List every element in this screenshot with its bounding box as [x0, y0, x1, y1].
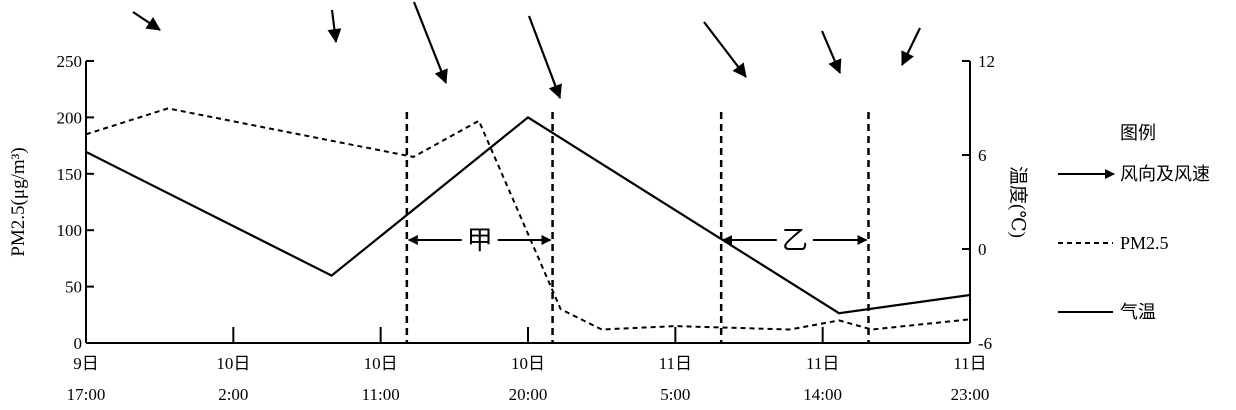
x-tick-date: 11日 [806, 354, 839, 373]
y-right-tick-label: -6 [978, 334, 992, 353]
wind-arrow [132, 11, 161, 31]
legend: 图例 风向及风速 PM2.5 气温 [1058, 123, 1210, 322]
y-right-tick-label: 12 [978, 52, 995, 71]
x-tick-date: 10日 [511, 354, 545, 373]
x-tick-time: 2:00 [218, 385, 248, 404]
wind-arrow [412, 1, 448, 84]
x-tick-time: 5:00 [660, 385, 690, 404]
pm25-series-line [86, 107, 970, 331]
y-right-ticks: -6 0 6 12 [962, 52, 995, 353]
legend-temp-label: 气温 [1120, 302, 1156, 322]
series-layer [86, 107, 970, 331]
y-right-title: 温度(℃) [1007, 166, 1029, 238]
wind-arrow [901, 27, 921, 66]
x-tick-date: 11日 [953, 354, 986, 373]
region-label: 甲 [467, 226, 493, 255]
legend-pm25-label: PM2.5 [1120, 233, 1169, 253]
y-left-tick-label: 0 [74, 334, 83, 353]
wind-arrow [527, 15, 562, 99]
legend-wind-label: 风向及风速 [1120, 164, 1210, 184]
regions: 甲乙 [405, 112, 870, 343]
x-tick-date: 10日 [216, 354, 250, 373]
y-left-title: PM2.5(μg/m³) [8, 147, 29, 256]
y-left-tick-label: 250 [57, 52, 83, 71]
y-left-tick-label: 150 [57, 165, 83, 184]
wind-arrow [327, 9, 342, 43]
temperature-series-line [86, 116, 970, 315]
region-label: 乙 [782, 226, 808, 255]
x-tick-time: 20:00 [509, 385, 548, 404]
x-tick-time: 17:00 [67, 385, 106, 404]
wind-arrow [820, 30, 842, 74]
x-tick-date: 10日 [364, 354, 398, 373]
y-left-tick-label: 100 [57, 221, 83, 240]
y-right-tick-label: 6 [978, 146, 987, 165]
x-tick-time: 23:00 [951, 385, 990, 404]
y-left-ticks: 0 50 100 150 200 250 [57, 52, 94, 353]
x-tick-date: 9日 [73, 354, 99, 373]
y-left-tick-label: 200 [57, 108, 83, 127]
y-right-tick-label: 0 [978, 240, 987, 259]
x-tick-date: 11日 [659, 354, 692, 373]
x-tick-time: 14:00 [803, 385, 842, 404]
x-tick-time: 11:00 [362, 385, 400, 404]
legend-title: 图例 [1120, 123, 1156, 143]
wind-arrows [132, 1, 921, 99]
y-left-tick-label: 50 [65, 278, 82, 297]
x-ticks: 9日 17:00 10日 2:00 10日 11:00 10日 20:00 11日 5:00 11日… [67, 327, 990, 404]
wind-arrow [703, 21, 747, 78]
